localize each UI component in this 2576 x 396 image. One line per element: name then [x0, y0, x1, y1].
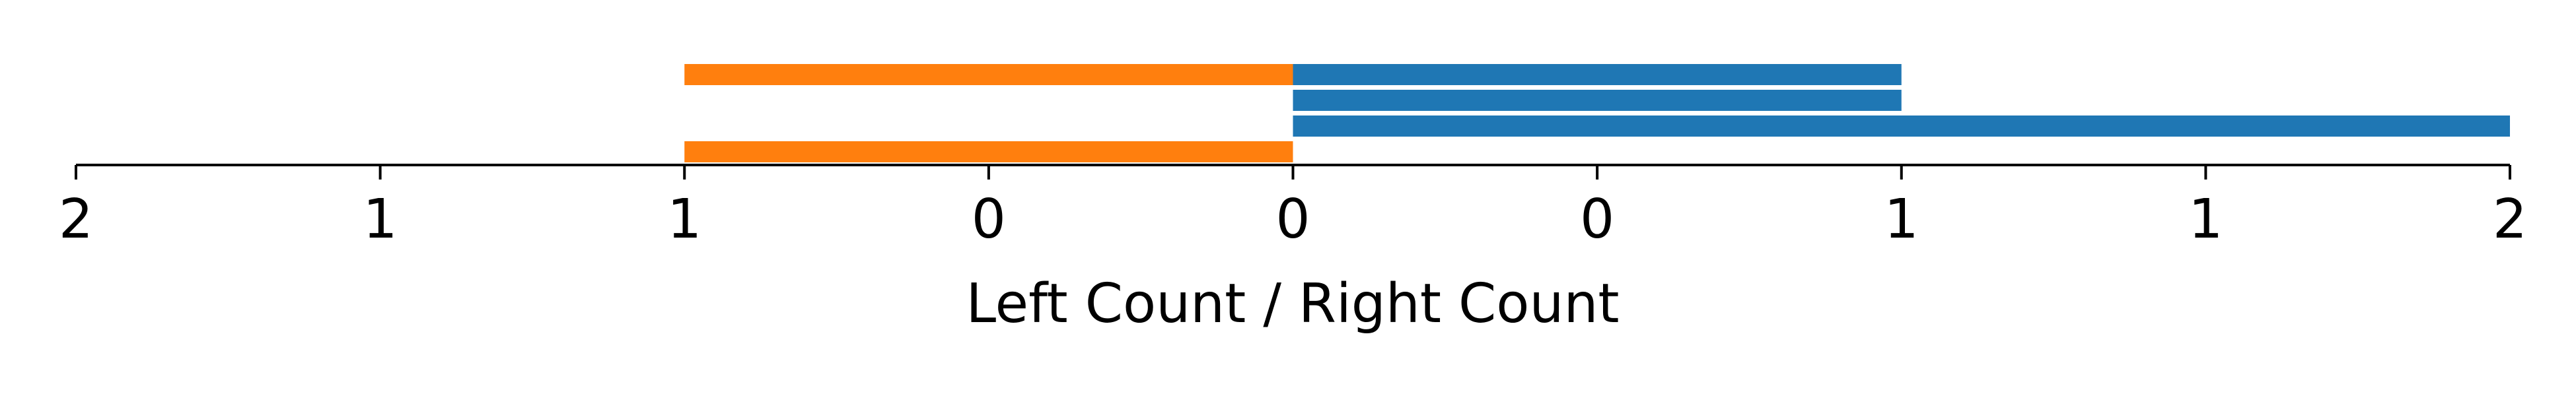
x-axis-label: Left Count / Right Count — [966, 273, 1619, 335]
bar-left-row-4 — [684, 141, 1293, 162]
bar-right-row-1 — [1293, 64, 1902, 85]
x-tick-label: 0 — [1275, 188, 1310, 251]
bar-right-row-2 — [1293, 90, 1902, 111]
x-tick-label: 1 — [667, 188, 701, 251]
x-tick-label: 1 — [1884, 188, 1919, 251]
x-tick-label: 0 — [972, 188, 1006, 251]
x-axis: 2 1 1 0 0 0 1 1 2 — [59, 164, 2527, 251]
x-tick-label: 1 — [363, 188, 398, 251]
bar-left-row-1 — [684, 64, 1293, 85]
x-tick-label: 2 — [2493, 188, 2527, 251]
bar-right-row-3 — [1293, 116, 2510, 137]
x-tick-label: 2 — [59, 188, 93, 251]
x-tick-label: 1 — [2188, 188, 2223, 251]
bars-layer — [684, 64, 2510, 162]
x-tick-label: 0 — [1580, 188, 1614, 251]
